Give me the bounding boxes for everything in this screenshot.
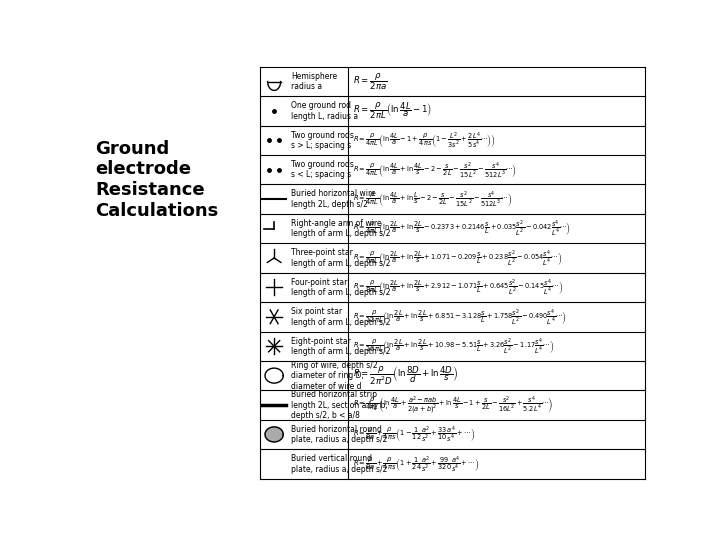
Polygon shape: [265, 427, 283, 442]
Text: $R = \dfrac{\rho}{4\pi L}\left(\ln\dfrac{4L}{a} + \ln\dfrac{L}{s} - 2 - \dfrac{s: $R = \dfrac{\rho}{4\pi L}\left(\ln\dfrac…: [354, 190, 513, 209]
Text: Four-point star
length of arm L, depth s/2: Four-point star length of arm L, depth s…: [291, 278, 390, 297]
Text: $R = \dfrac{\rho}{2\pi L}\left(\ln\dfrac{4L}{a} - 1\right)$: $R = \dfrac{\rho}{2\pi L}\left(\ln\dfrac…: [354, 100, 433, 122]
Text: $R = \dfrac{\rho}{4\pi L}\left(\ln\dfrac{2L}{a} + \ln\dfrac{2L}{s} - 0.2373 + 0.: $R = \dfrac{\rho}{4\pi L}\left(\ln\dfrac…: [354, 219, 571, 239]
Text: $R = \dfrac{\rho}{8\pi L}\left(\ln\dfrac{2L}{a} + \ln\dfrac{2L}{s} + 2.912 - 1.0: $R = \dfrac{\rho}{8\pi L}\left(\ln\dfrac…: [354, 278, 564, 297]
Text: Buried vertical round
plate, radius a, depth s/2: Buried vertical round plate, radius a, d…: [291, 454, 387, 474]
Text: Six point star
length of arm L, depth s/2: Six point star length of arm L, depth s/…: [291, 307, 390, 327]
Text: $R = \dfrac{\rho}{16\pi L}\left(\ln\dfrac{2L}{a} + \ln\dfrac{2L}{s} + 10.98 - 5.: $R = \dfrac{\rho}{16\pi L}\left(\ln\dfra…: [354, 336, 555, 356]
Text: $R = \dfrac{\rho}{2\pi a}$: $R = \dfrac{\rho}{2\pi a}$: [354, 71, 388, 92]
Text: $R = \dfrac{\rho}{4\pi L}\left(\ln\dfrac{4L}{a} + \dfrac{a^2 - \pi ab}{2(a+b)^2}: $R = \dfrac{\rho}{4\pi L}\left(\ln\dfrac…: [354, 395, 554, 415]
Text: $R = \dfrac{\rho}{12\pi L}\left(\ln\dfrac{2L}{a} + \ln\dfrac{2L}{s} + 6.851 - 3.: $R = \dfrac{\rho}{12\pi L}\left(\ln\dfra…: [354, 307, 567, 327]
Text: Two ground rods
s > L; spacing s: Two ground rods s > L; spacing s: [291, 131, 354, 150]
Text: Eight-point star
length of arm L, depth s/2: Eight-point star length of arm L, depth …: [291, 336, 390, 356]
Text: Two ground rods
s < L; spacing s: Two ground rods s < L; spacing s: [291, 160, 354, 179]
Text: Hemisphere
radius a: Hemisphere radius a: [291, 72, 337, 91]
Text: Ground
electrode
Resistance
Calculations: Ground electrode Resistance Calculations: [96, 140, 219, 220]
Text: Right-angle arm of wire
length of arm L, depth s/2: Right-angle arm of wire length of arm L,…: [291, 219, 390, 238]
Text: One ground rod
length L, radius a: One ground rod length L, radius a: [291, 102, 358, 120]
Text: $R = \dfrac{\rho}{2\pi^2 D}\left(\ln\dfrac{8D}{d} + \ln\dfrac{4D}{s}\right)$: $R = \dfrac{\rho}{2\pi^2 D}\left(\ln\dfr…: [354, 364, 459, 387]
Text: Buried horizontal wire
length 2L, depth s/2: Buried horizontal wire length 2L, depth …: [291, 190, 376, 209]
Text: $R = \dfrac{\rho}{8a} + \dfrac{\rho}{4\pi s}\left(1 + \dfrac{1}{24}\dfrac{a^2}{s: $R = \dfrac{\rho}{8a} + \dfrac{\rho}{4\p…: [354, 454, 480, 474]
Text: Ring of wire, depth s/2
diameter of ring D,
diameter of wire d: Ring of wire, depth s/2 diameter of ring…: [291, 361, 377, 390]
Text: Buried horizontal strip
length 2L, sect'on a by b,
depth s/2, b < a/8: Buried horizontal strip length 2L, sect'…: [291, 390, 387, 420]
Text: Three-point star
length of arm L, depth s/2: Three-point star length of arm L, depth …: [291, 248, 390, 268]
Text: $R = \dfrac{\rho}{4\pi L}\left(\ln\dfrac{4L}{a} - 1 + \dfrac{\rho}{4\pi s}\left(: $R = \dfrac{\rho}{4\pi L}\left(\ln\dfrac…: [354, 131, 496, 150]
Text: $R = \dfrac{\rho}{4\pi L}\left(\ln\dfrac{4L}{a} + \ln\dfrac{4L}{s} - 2 - \dfrac{: $R = \dfrac{\rho}{4\pi L}\left(\ln\dfrac…: [354, 160, 517, 180]
Text: Buried horizontal round
plate, radius a, depth s/2: Buried horizontal round plate, radius a,…: [291, 425, 387, 444]
Text: $R = \dfrac{\rho}{8a} + \dfrac{\rho}{4\pi s}\left(1 - \dfrac{1}{12}\dfrac{a^2}{s: $R = \dfrac{\rho}{8a} + \dfrac{\rho}{4\p…: [354, 424, 475, 444]
Text: $R = \dfrac{\rho}{6\pi L}\left(\ln\dfrac{2L}{a} + \ln\dfrac{2L}{s} + 1.071 - 0.2: $R = \dfrac{\rho}{6\pi L}\left(\ln\dfrac…: [354, 248, 563, 268]
